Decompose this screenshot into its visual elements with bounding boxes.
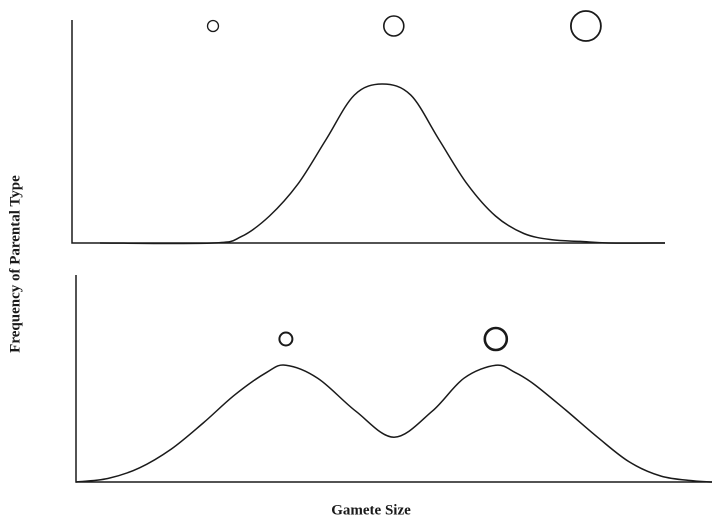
top-axes <box>71 20 665 244</box>
top-gamete-medium-circle <box>382 15 405 37</box>
bottom-panel <box>75 275 713 483</box>
bottom-gamete-small-circle <box>278 331 294 347</box>
bottom-gamete-markers <box>278 326 509 352</box>
bottom-gamete-large-circle <box>483 326 509 352</box>
top-panel <box>71 10 666 245</box>
top-gamete-markers <box>206 10 602 42</box>
top-frequency-curve <box>99 83 666 245</box>
bottom-axes <box>75 275 712 483</box>
bottom-frequency-curve <box>75 364 713 483</box>
x-axis-label: Gamete Size <box>331 502 411 519</box>
top-gamete-large-circle <box>570 10 602 42</box>
y-axis-label: Frequency of Parental Type <box>7 175 24 353</box>
top-gamete-small-circle <box>206 19 220 33</box>
